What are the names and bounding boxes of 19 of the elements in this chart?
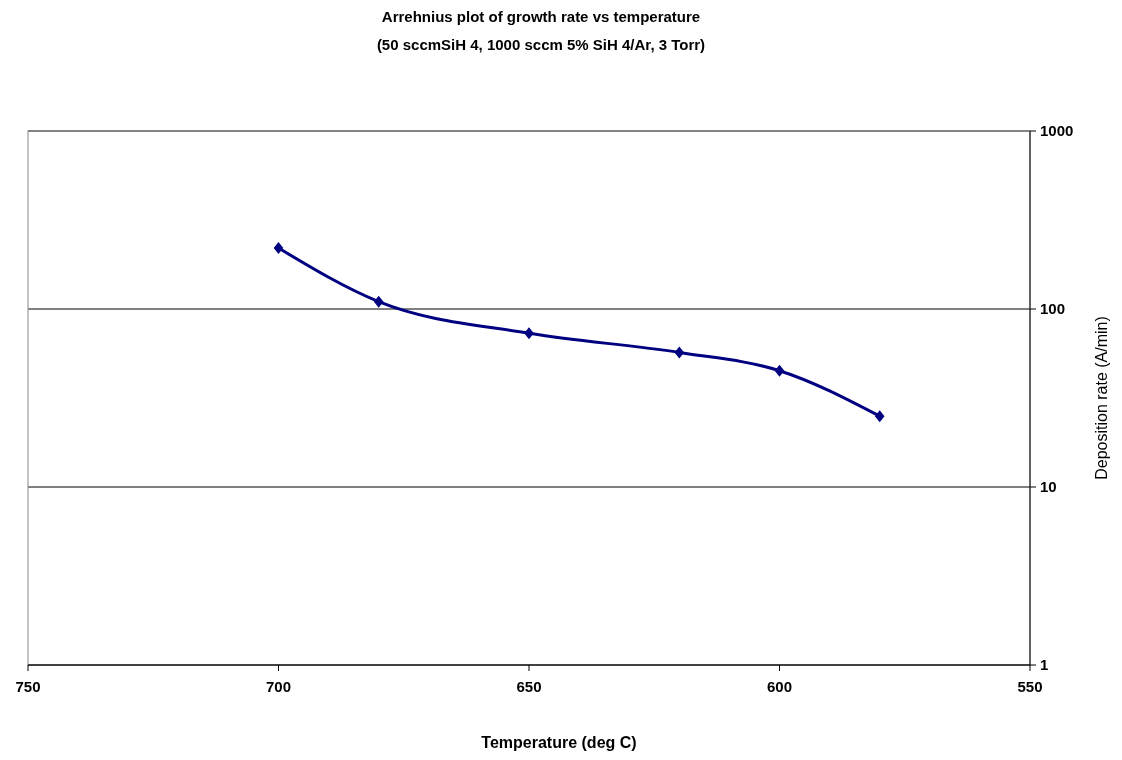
chart-subtitle: (50 sccmSiH 4, 1000 sccm 5% SiH 4/Ar, 3 Torr) [376, 36, 706, 53]
point [524, 327, 534, 340]
x-tick-label: 550 [1017, 678, 1043, 695]
chart-title: Arrehnius plot of growth rate vs temperature [381, 8, 701, 25]
y2-tick-label: 1 [1040, 656, 1049, 673]
point [674, 346, 685, 359]
point [273, 242, 284, 255]
x-tick-label: 650 [516, 678, 542, 695]
point [774, 364, 785, 377]
x-tick-label: 700 [265, 678, 292, 695]
point [874, 410, 885, 423]
point [373, 295, 384, 308]
y2-tick-label: 1000 [1040, 122, 1074, 139]
y2-tick-label: 10 [1040, 478, 1057, 495]
y2-tick-label: 100 [1040, 300, 1066, 317]
y2-axis-title: Deposition rate (A/min) [1093, 316, 1110, 480]
x-axis-title: Temperature (deg C) [481, 734, 637, 751]
x-tick-label: 600 [766, 678, 793, 695]
x-tick-label: 750 [15, 678, 41, 695]
